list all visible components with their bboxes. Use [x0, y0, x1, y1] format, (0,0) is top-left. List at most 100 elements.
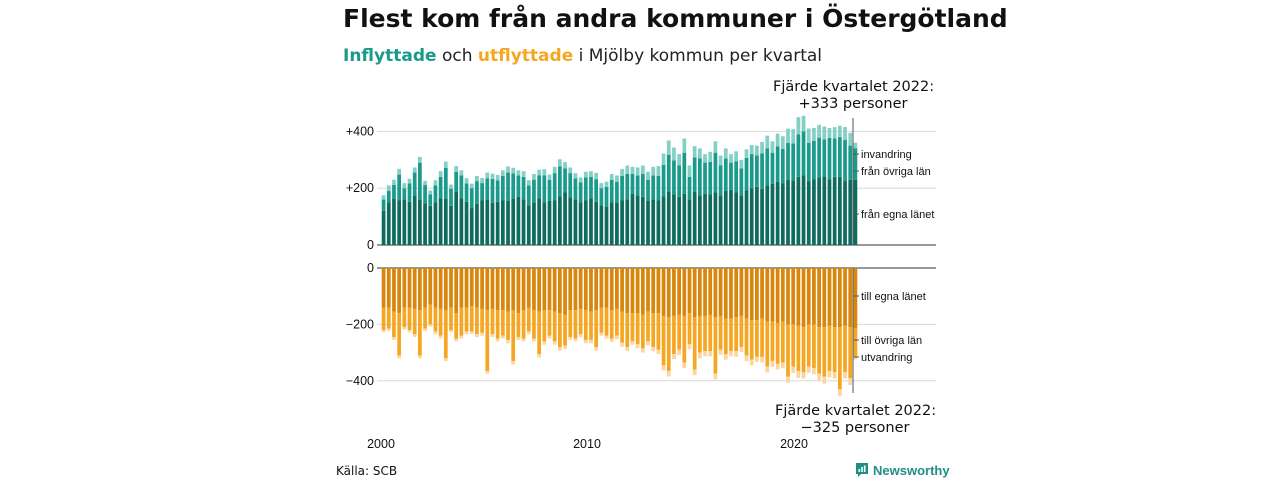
bar-in-2-42 [599, 183, 604, 189]
bar-in-2-36 [568, 167, 573, 174]
x-tick-label-1: 2010 [573, 437, 601, 451]
bar-in-1-55 [666, 154, 671, 192]
bar-out-1-36 [568, 310, 573, 338]
bar-out-2-55 [666, 370, 671, 377]
bar-out-2-64 [713, 373, 718, 380]
bar-in-2-2 [392, 179, 396, 185]
bar-in-1-4 [402, 188, 407, 200]
bar-out-2-74 [765, 366, 770, 373]
bar-in-2-71 [749, 145, 754, 155]
bar-out-1-30 [537, 311, 542, 355]
bar-out-2-65 [718, 349, 723, 355]
bar-in-2-62 [703, 154, 707, 163]
bar-out-0-59 [687, 268, 692, 314]
bar-out-1-21 [490, 308, 495, 335]
bar-in-1-59 [687, 176, 692, 200]
bar-in-1-50 [640, 174, 645, 197]
bar-out-0-0 [381, 268, 386, 308]
bar-in-1-21 [490, 178, 495, 203]
bar-in-2-74 [765, 135, 770, 149]
bar-out-0-85 [822, 268, 827, 328]
bar-in-1-70 [744, 157, 749, 191]
bar-out-0-64 [713, 268, 718, 318]
bar-out-1-0 [381, 307, 386, 331]
bar-in-1-51 [646, 179, 650, 201]
bar-in-1-30 [537, 175, 542, 199]
bar-out-1-67 [729, 318, 733, 352]
bar-out-0-47 [625, 268, 630, 314]
bar-out-0-31 [542, 268, 547, 311]
bar-out-1-74 [765, 321, 770, 367]
bar-out-1-16 [464, 307, 469, 332]
bar-in-2-4 [402, 183, 407, 189]
bar-out-1-22 [495, 310, 500, 339]
bar-out-0-48 [630, 268, 635, 314]
bar-in-0-89 [843, 181, 847, 245]
bar-in-1-82 [806, 142, 811, 182]
bar-in-1-77 [780, 149, 785, 184]
bar-in-0-53 [656, 200, 661, 245]
bar-out-0-68 [734, 268, 739, 318]
bar-in-2-11 [438, 171, 443, 177]
bar-out-1-73 [760, 318, 764, 357]
bar-in-0-54 [661, 196, 666, 245]
bar-out-0-26 [516, 268, 521, 314]
subtitle-utflyttade: utflyttade [477, 46, 574, 66]
bar-in-1-6 [412, 172, 417, 196]
bar-in-2-90 [848, 132, 853, 146]
bar-in-0-48 [630, 193, 635, 245]
bar-out-1-44 [609, 310, 614, 339]
bar-out-2-71 [749, 359, 754, 366]
bar-in-1-3 [397, 174, 402, 201]
y-tick-label-bottom-2: −400 [346, 374, 374, 388]
bar-in-1-49 [635, 175, 640, 196]
bar-in-2-17 [469, 183, 474, 189]
bar-out-1-59 [687, 313, 692, 345]
bar-in-2-35 [563, 162, 567, 169]
bar-in-0-78 [786, 179, 790, 245]
bar-in-2-79 [791, 129, 796, 144]
bar-in-0-82 [806, 181, 811, 245]
bar-in-2-83 [812, 127, 816, 141]
bar-in-0-58 [682, 193, 687, 245]
bar-in-1-54 [661, 164, 666, 197]
bar-out-2-53 [656, 349, 661, 355]
bar-out-2-13 [449, 330, 453, 333]
bar-out-2-83 [812, 368, 816, 375]
bar-in-1-34 [558, 166, 562, 197]
bar-in-0-71 [749, 188, 754, 245]
bar-out-2-9 [428, 324, 433, 327]
bar-in-0-3 [397, 200, 402, 245]
y-tick-label-bottom-0: 0 [367, 261, 374, 275]
bar-out-2-76 [775, 363, 780, 370]
bar-out-0-8 [423, 268, 427, 308]
bar-in-2-72 [755, 145, 759, 156]
bar-out-0-89 [843, 268, 847, 326]
bar-in-0-65 [718, 195, 723, 245]
bar-in-2-41 [594, 172, 599, 180]
bar-in-0-76 [775, 181, 780, 245]
bar-in-2-1 [386, 185, 391, 192]
bar-in-2-38 [578, 177, 583, 183]
bar-in-2-53 [656, 166, 661, 176]
bar-in-1-71 [749, 154, 754, 189]
bar-out-0-75 [770, 268, 775, 322]
bar-in-2-82 [806, 128, 811, 143]
bar-out-0-46 [620, 268, 624, 312]
bar-out-2-75 [770, 361, 775, 367]
bar-out-1-13 [449, 307, 453, 331]
bar-out-1-72 [755, 320, 759, 357]
bar-out-0-65 [718, 268, 723, 316]
bar-out-2-31 [542, 341, 547, 345]
bar-out-2-15 [459, 335, 464, 339]
bar-in-0-36 [568, 197, 573, 245]
bar-in-2-63 [708, 151, 713, 162]
bar-in-2-45 [615, 175, 619, 182]
bar-out-1-84 [817, 327, 821, 374]
bar-out-1-7 [418, 310, 422, 356]
bar-in-2-39 [583, 171, 588, 178]
bar-in-2-58 [682, 138, 687, 153]
bar-out-1-26 [516, 313, 521, 338]
bar-in-1-81 [801, 131, 806, 176]
bar-out-1-58 [682, 315, 687, 363]
